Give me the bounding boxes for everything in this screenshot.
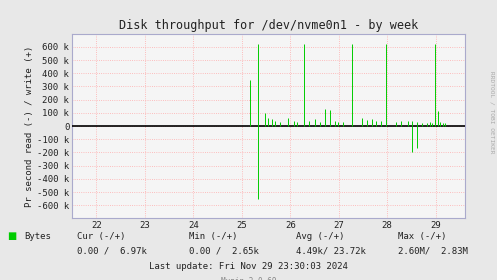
Text: Max (-/+): Max (-/+) — [398, 232, 446, 241]
Y-axis label: Pr second read (-) / write (+): Pr second read (-) / write (+) — [25, 45, 34, 207]
Text: RRDTOOL / TOBI OETIKER: RRDTOOL / TOBI OETIKER — [490, 71, 495, 153]
Text: Avg (-/+): Avg (-/+) — [296, 232, 344, 241]
Text: Last update: Fri Nov 29 23:30:03 2024: Last update: Fri Nov 29 23:30:03 2024 — [149, 262, 348, 271]
Text: ■: ■ — [7, 231, 17, 241]
Text: Munin 2.0.69: Munin 2.0.69 — [221, 277, 276, 280]
Text: 0.00 /  2.65k: 0.00 / 2.65k — [189, 247, 259, 256]
Text: 2.60M/  2.83M: 2.60M/ 2.83M — [398, 247, 468, 256]
Text: Cur (-/+): Cur (-/+) — [77, 232, 125, 241]
Text: 0.00 /  6.97k: 0.00 / 6.97k — [77, 247, 147, 256]
Title: Disk throughput for /dev/nvme0n1 - by week: Disk throughput for /dev/nvme0n1 - by we… — [119, 19, 418, 32]
Text: 4.49k/ 23.72k: 4.49k/ 23.72k — [296, 247, 366, 256]
Text: Min (-/+): Min (-/+) — [189, 232, 237, 241]
Text: Bytes: Bytes — [24, 232, 51, 241]
